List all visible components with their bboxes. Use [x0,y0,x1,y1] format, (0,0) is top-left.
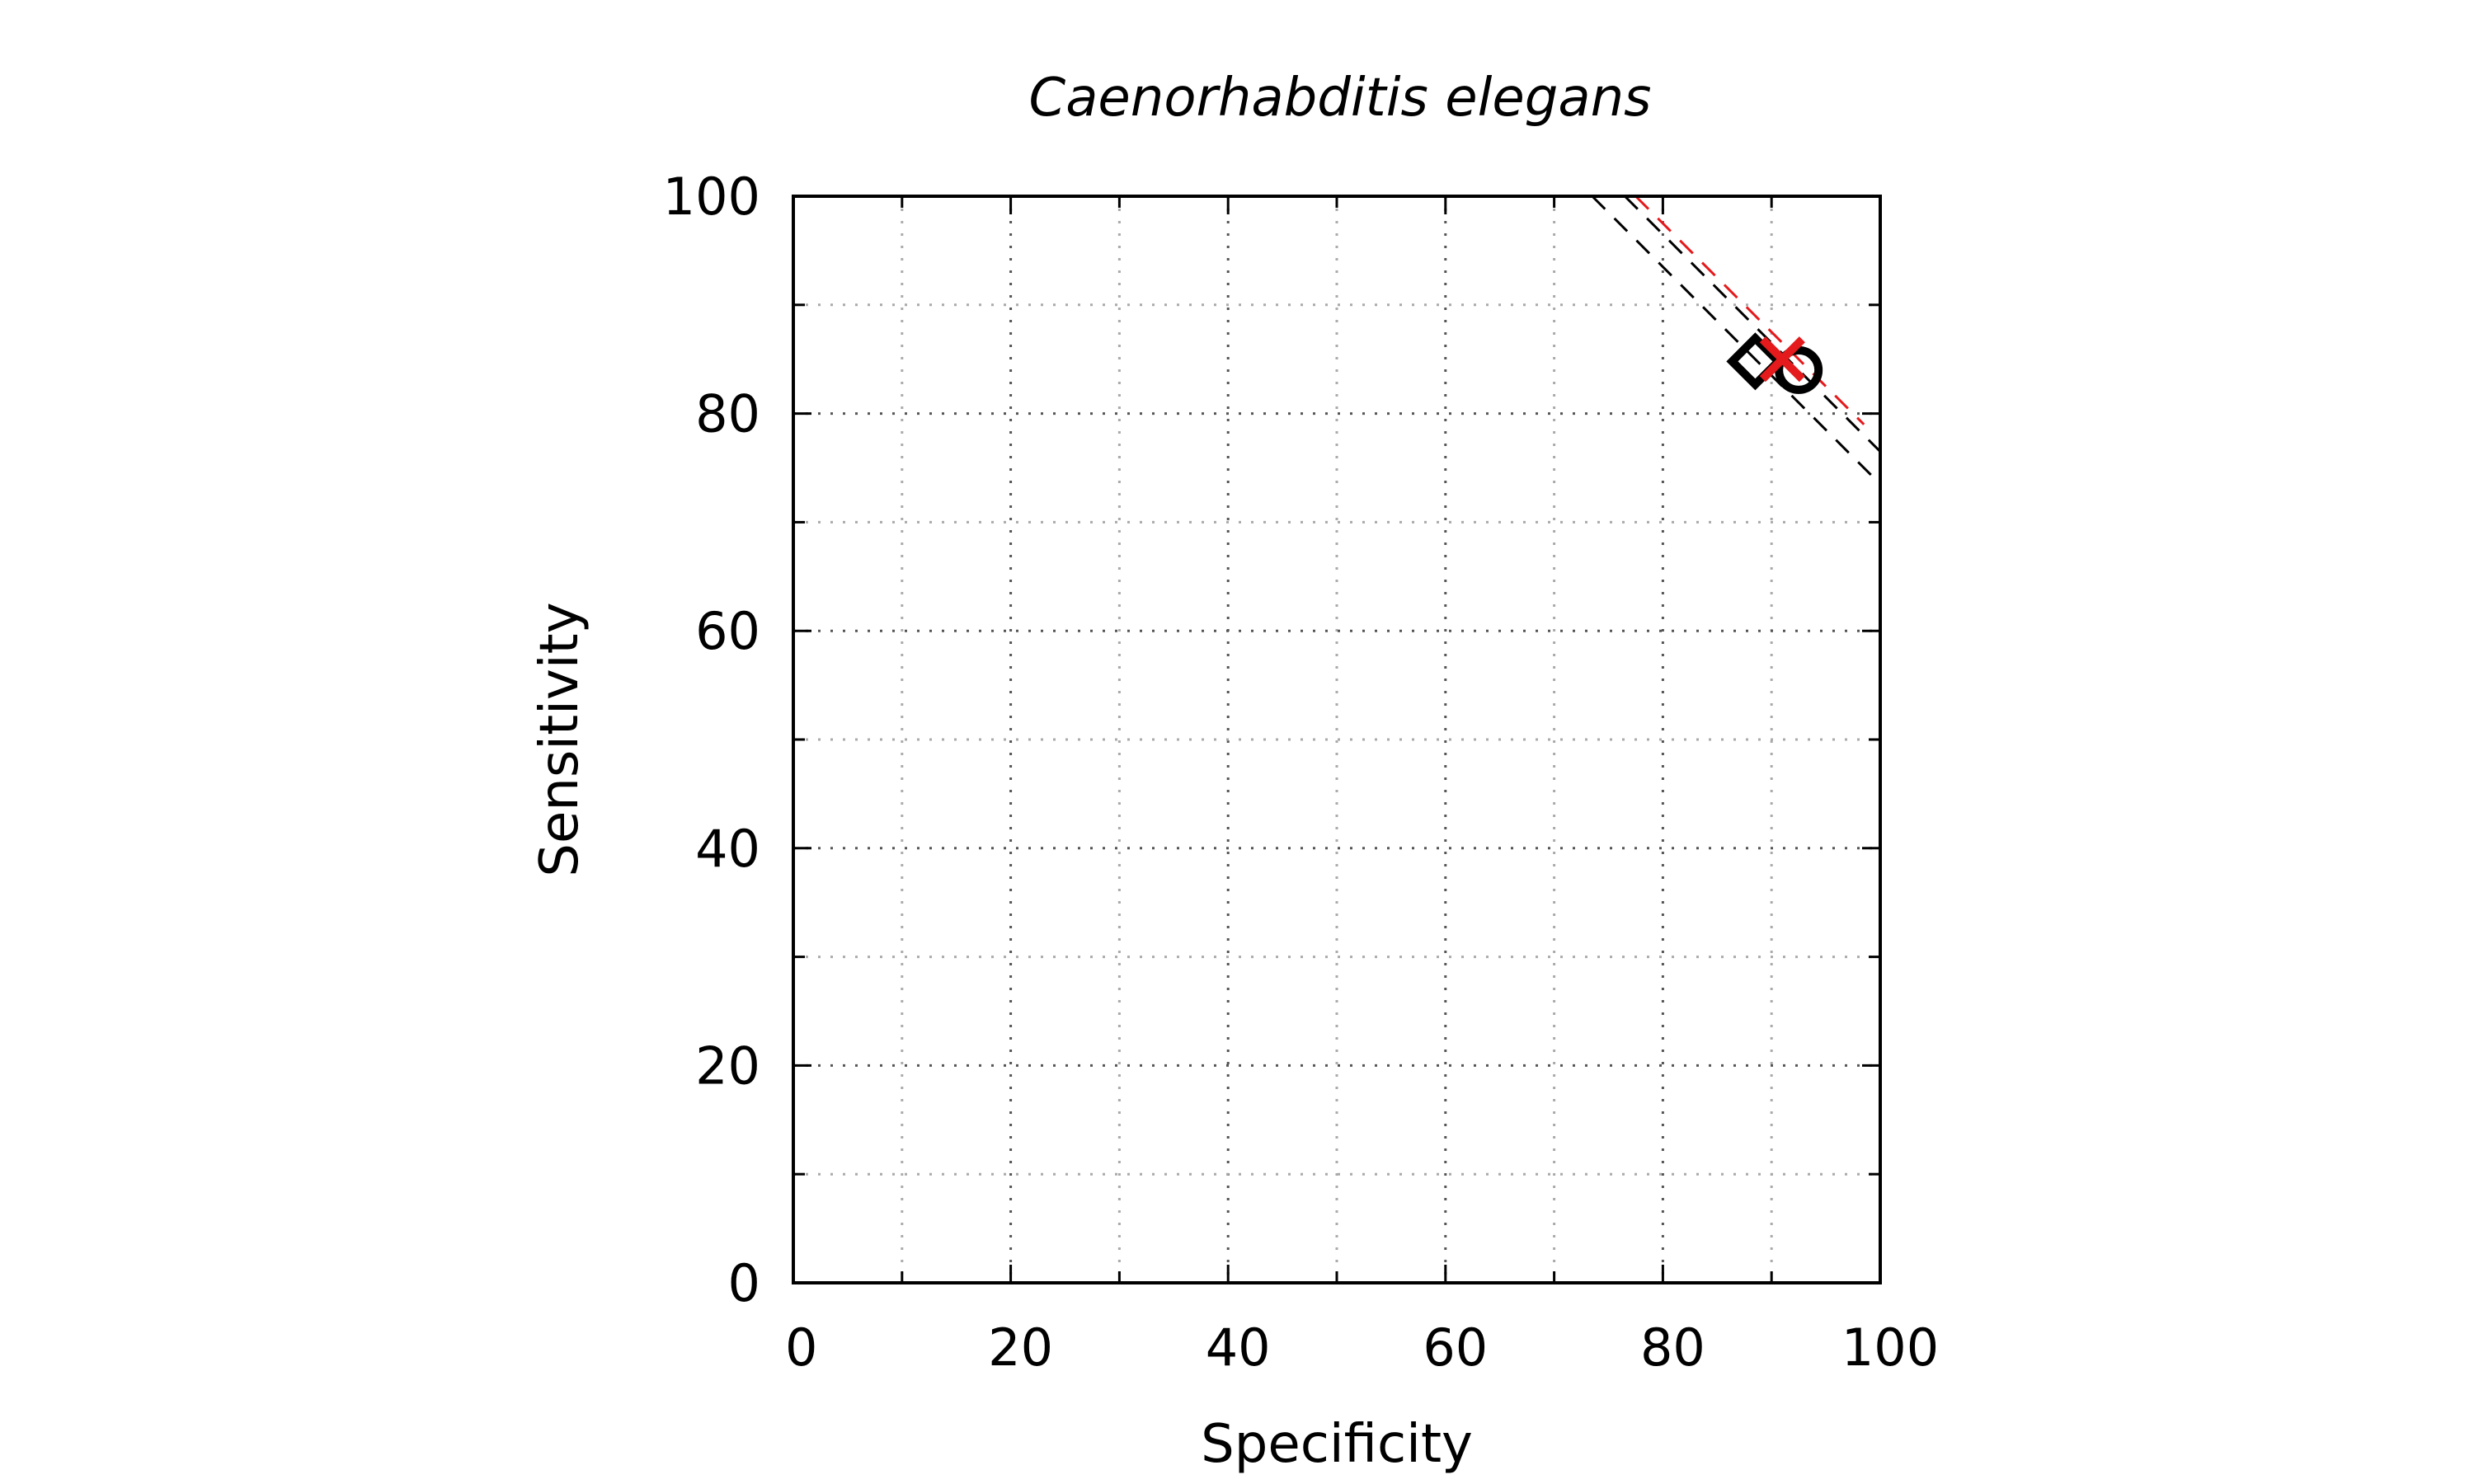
y-tick-label: 80 [695,384,760,444]
y-tick-label: 20 [695,1036,760,1096]
grid [793,196,1880,1283]
reference-line [1634,195,1865,425]
x-tick-label: 80 [1640,1317,1705,1378]
point-x [1759,336,1805,383]
data-points [1726,332,1823,394]
x-tick-label: 100 [1841,1317,1939,1378]
tick-labels: 0 20 40 60 80 100 0 20 40 60 80 100 [663,167,1940,1378]
reference-line [1591,195,1882,486]
x-tick-label: 0 [785,1317,817,1378]
y-tick-label: 100 [663,167,760,227]
y-axis-label: Sensitivity [529,602,590,876]
x-axis-label: Specificity [1201,1414,1473,1475]
axis-ticks [792,195,1882,1284]
y-tick-label: 0 [728,1253,760,1313]
x-tick-label: 20 [988,1317,1053,1378]
reference-lines [1591,195,1882,486]
x-tick-label: 60 [1423,1317,1488,1378]
y-tick-label: 60 [695,601,760,661]
point-circle [1775,345,1823,394]
y-tick-label: 40 [695,819,760,879]
point-diamond [1726,332,1785,391]
x-tick-label: 40 [1206,1317,1271,1378]
chart-title: Caenorhabditis elegans [1029,68,1652,129]
